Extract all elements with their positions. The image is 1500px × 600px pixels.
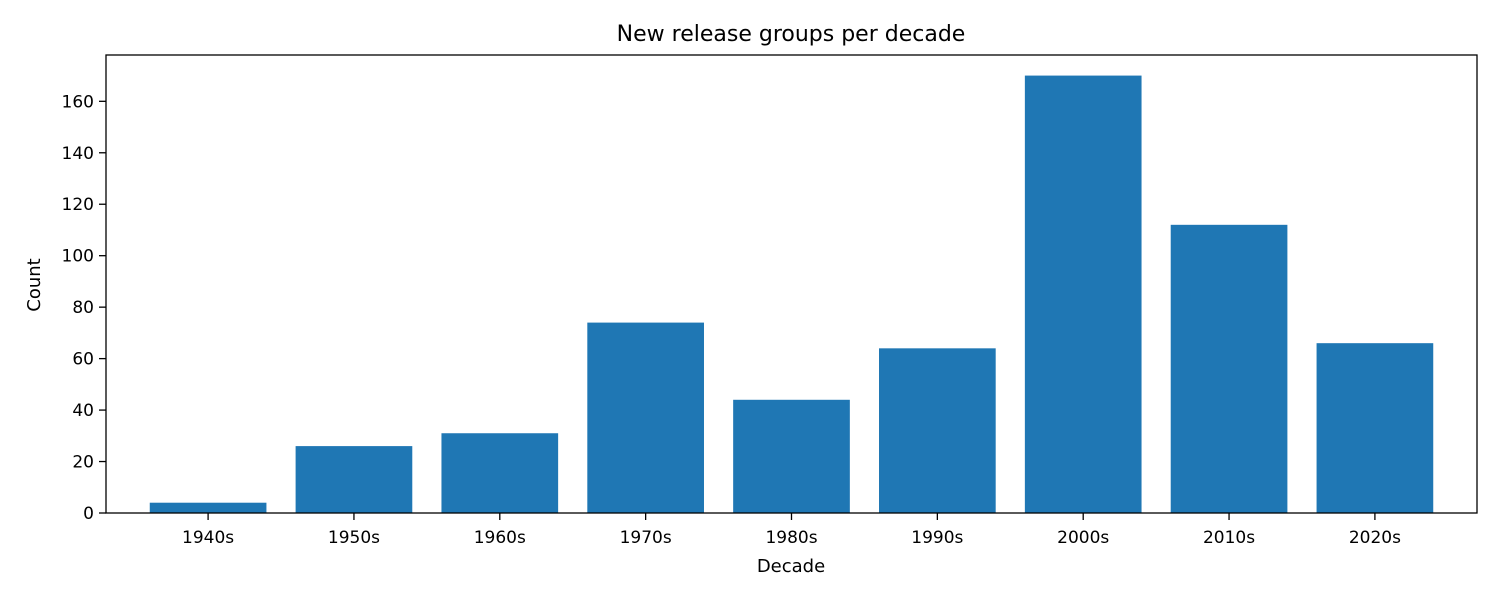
- chart-title: New release groups per decade: [617, 22, 966, 47]
- x-axis-ticks: 1940s 1950s 1960s 1970s 1980s 1990s 2000s 2010s…: [182, 513, 1401, 548]
- plot-area-frame: [105, 54, 1478, 514]
- bar-1970s: [587, 322, 704, 513]
- bar-1980s: [733, 399, 850, 513]
- y-axis-label: Count: [24, 258, 45, 311]
- y-tick-label: 60: [72, 350, 94, 370]
- bar-2000s: [1024, 75, 1142, 514]
- y-tick-label: 40: [72, 401, 94, 421]
- bar-1990s: [879, 348, 996, 513]
- y-tick-label: 100: [62, 247, 94, 267]
- x-tick-label: 2020s: [1349, 528, 1401, 548]
- y-tick-label: 0: [83, 504, 94, 524]
- x-tick-label: 2000s: [1057, 528, 1109, 548]
- bars-group: [149, 75, 1434, 514]
- x-tick-label: 1970s: [620, 528, 672, 548]
- x-tick-label: 1950s: [328, 528, 380, 548]
- bar-2020s: [1316, 343, 1434, 513]
- y-tick-label: 20: [72, 453, 94, 473]
- y-tick-label: 160: [62, 92, 94, 112]
- y-tick-label: 140: [62, 144, 94, 164]
- bar-1940s: [149, 502, 267, 513]
- x-tick-label: 1990s: [911, 528, 963, 548]
- x-tick-label: 1980s: [765, 528, 817, 548]
- y-axis-ticks: 0 20 40 60 80 100 120 140 160: [62, 92, 106, 524]
- y-tick-label: 120: [62, 195, 94, 215]
- x-tick-label: 1940s: [182, 528, 234, 548]
- y-tick-label: 80: [72, 298, 94, 318]
- bar-2010s: [1170, 224, 1288, 513]
- x-axis-label: Decade: [757, 556, 825, 577]
- bar-1950s: [295, 446, 413, 513]
- x-tick-label: 1960s: [474, 528, 526, 548]
- x-tick-label: 2010s: [1203, 528, 1255, 548]
- bar-1960s: [441, 433, 559, 513]
